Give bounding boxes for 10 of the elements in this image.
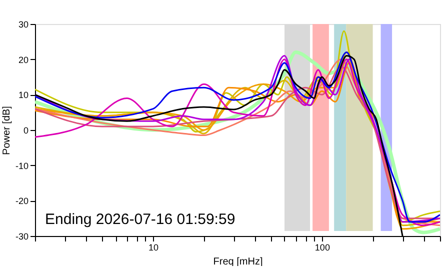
y-tick-label: 30 <box>18 20 28 30</box>
y-tick-label: 20 <box>18 54 28 65</box>
y-tick-label: -10 <box>15 160 28 171</box>
y-tick-label: 10 <box>18 90 28 100</box>
y-tick-label: -20 <box>15 196 28 206</box>
y-tick-label: -30 <box>15 232 28 242</box>
y-axis-title: Power [dB] <box>1 106 12 155</box>
annotation: Ending 2026-07-16 01:59:59 <box>45 211 236 228</box>
y-tick-label: 0 <box>23 126 28 136</box>
x-tick-label: 100 <box>314 242 330 252</box>
